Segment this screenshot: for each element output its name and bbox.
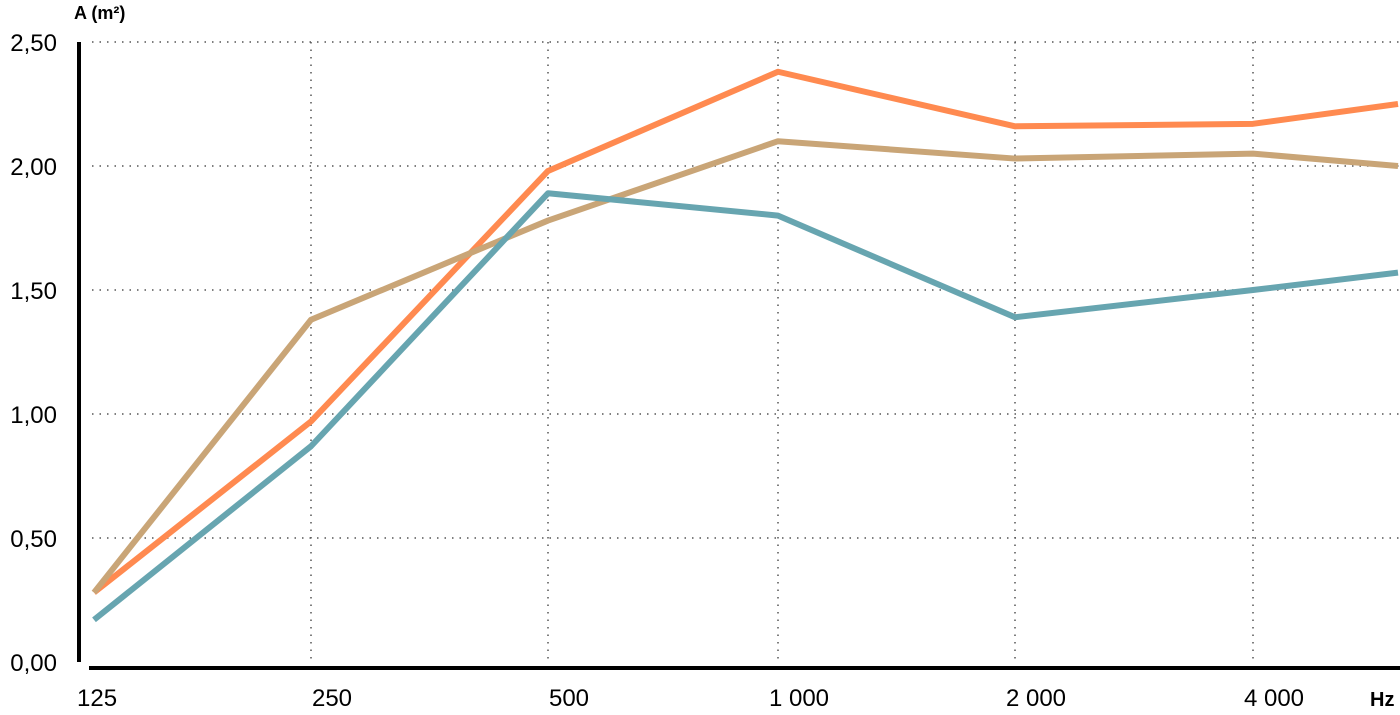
y-tick-label: 0,00 — [10, 650, 57, 677]
x-tick-label: 500 — [549, 685, 589, 712]
x-tick-label: 125 — [77, 685, 117, 712]
y-tick-label: 1,50 — [10, 278, 57, 305]
x-tick-label: 2 000 — [1006, 685, 1066, 712]
x-tick-label: 1 000 — [769, 685, 829, 712]
x-tick-labels: 125 250 500 1 000 2 000 4 000 — [77, 685, 1304, 712]
series-line-3 — [92, 190, 1399, 623]
y-axis-label: A (m²) — [74, 3, 125, 23]
x-tick-label: 4 000 — [1244, 685, 1304, 712]
axes — [77, 42, 1400, 670]
y-tick-label: 2,50 — [10, 30, 57, 57]
grid — [92, 41, 1400, 662]
x-axis-unit: Hz — [1370, 689, 1394, 711]
series-line-2 — [91, 138, 1399, 595]
x-tick-label: 250 — [312, 685, 352, 712]
y-tick-label: 0,50 — [10, 526, 57, 553]
y-tick-label: 2,00 — [10, 154, 57, 181]
series-lines — [91, 68, 1399, 623]
y-tick-label: 1,00 — [10, 402, 57, 429]
y-tick-labels: 0,00 0,50 1,00 1,50 2,00 2,50 — [10, 30, 57, 677]
series-line-1 — [92, 68, 1399, 595]
